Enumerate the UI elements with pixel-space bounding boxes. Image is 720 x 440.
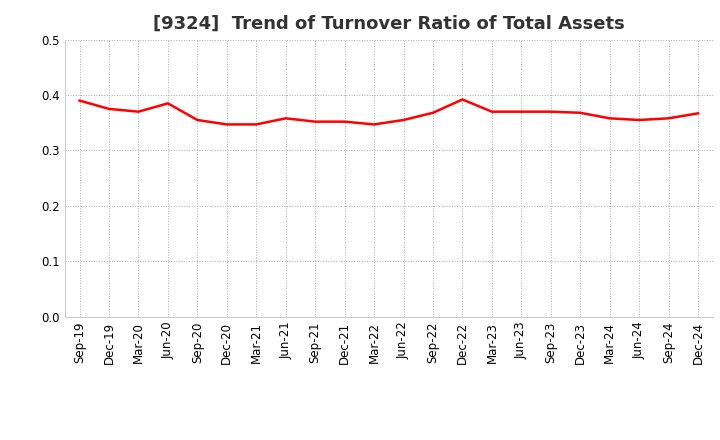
Title: [9324]  Trend of Turnover Ratio of Total Assets: [9324] Trend of Turnover Ratio of Total … (153, 15, 625, 33)
